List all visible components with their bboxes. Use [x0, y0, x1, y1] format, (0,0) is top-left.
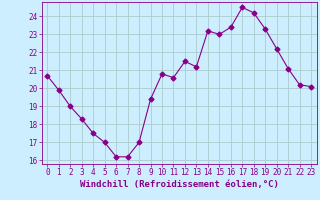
X-axis label: Windchill (Refroidissement éolien,°C): Windchill (Refroidissement éolien,°C)	[80, 180, 279, 189]
